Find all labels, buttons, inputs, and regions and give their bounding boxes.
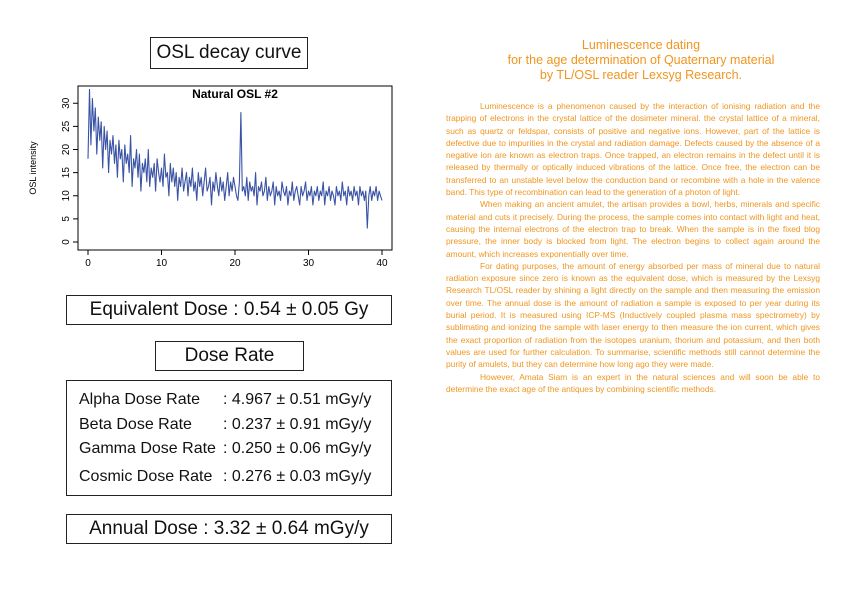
dose-rate-heading-box: Dose Rate	[155, 341, 304, 371]
x-tick-label: 30	[303, 258, 315, 269]
dose-rate-label: Cosmic Dose Rate	[79, 468, 213, 485]
annual-dose-box: Annual Dose : 3.32 ± 0.64 mGy/y	[66, 514, 392, 544]
plot-frame	[77, 85, 393, 251]
y-tick-label: 30	[61, 97, 72, 109]
x-tick-label: 10	[156, 258, 168, 269]
article-title-line: for the age determination of Quaternary …	[507, 53, 775, 67]
chart-title: Natural OSL #2	[192, 87, 278, 101]
dose-rate-label: Beta Dose Rate	[79, 416, 192, 433]
annual-dose-text: Annual Dose : 3.32 ± 0.64 mGy/y	[89, 518, 369, 539]
chart-heading-box: OSL decay curve	[150, 37, 308, 69]
osl-decay-chart: Natural OSL #2 0 10 20 30 40 0 5 10 15 20 25 30 OSL i…	[28, 85, 393, 269]
y-tick-label: 10	[61, 190, 72, 202]
x-tick-label: 20	[229, 258, 241, 269]
y-tick-label: 5	[61, 216, 72, 222]
x-tick-label: 40	[376, 258, 388, 269]
article-paragraph: However, Amata Siam is an expert in the …	[446, 371, 820, 394]
dose-rate-label: Alpha Dose Rate	[79, 391, 200, 408]
dose-rate-value: : 4.967 ± 0.51 mGy/y	[223, 391, 372, 408]
dose-rate-label: Gamma Dose Rate	[79, 440, 216, 457]
dose-rates-box: Alpha Dose Rate : 4.967 ± 0.51 mGy/y Bet…	[66, 380, 392, 496]
dose-rate-value: : 0.250 ± 0.06 mGy/y	[223, 440, 372, 457]
x-tick-label: 0	[85, 258, 91, 269]
article-title: Luminescence dating for the age determin…	[440, 38, 842, 83]
y-tick-label: 20	[61, 144, 72, 156]
chart-heading: OSL decay curve	[156, 42, 302, 63]
y-tick-label: 25	[61, 120, 72, 132]
equivalent-dose-box: Equivalent Dose : 0.54 ± 0.05 Gy	[66, 295, 392, 325]
article-paragraph: Luminescence is a phenomenon caused by t…	[446, 101, 820, 198]
article-body: Luminescence is a phenomenon caused by t…	[446, 100, 820, 395]
article-title-line: by TL/OSL reader Lexsyg Research.	[539, 68, 743, 82]
osl-series-line	[87, 88, 383, 229]
dose-rate-heading: Dose Rate	[184, 345, 275, 366]
dose-rate-value: : 0.276 ± 0.03 mGy/y	[223, 468, 372, 485]
y-axis-label: OSL intensity	[28, 141, 38, 195]
article-paragraph: For dating purposes, the amount of energ…	[446, 260, 820, 370]
y-tick-label: 0	[61, 239, 72, 245]
equivalent-dose-text: Equivalent Dose : 0.54 ± 0.05 Gy	[89, 299, 369, 320]
article-paragraph: When making an ancient amulet, the artis…	[446, 199, 820, 259]
y-tick-label: 15	[61, 167, 72, 179]
dose-rate-value: : 0.237 ± 0.91 mGy/y	[223, 416, 372, 433]
article-title-line: Luminescence dating	[581, 38, 701, 52]
